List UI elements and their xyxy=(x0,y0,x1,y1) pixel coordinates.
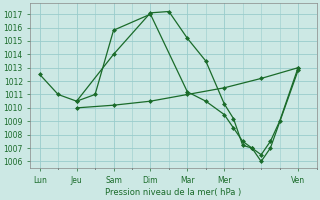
X-axis label: Pression niveau de la mer( hPa ): Pression niveau de la mer( hPa ) xyxy=(105,188,242,197)
